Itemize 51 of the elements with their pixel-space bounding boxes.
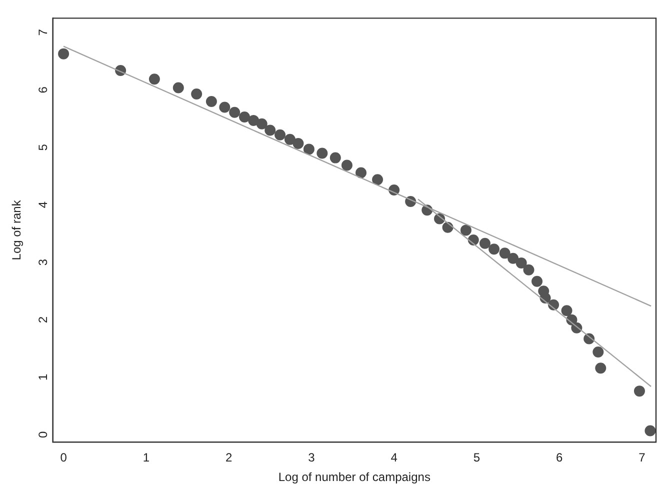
point — [479, 238, 490, 249]
point — [516, 257, 527, 268]
y-tick-label: 7 — [36, 28, 50, 36]
x-tick-label: 2 — [225, 450, 232, 465]
x-tick-label: 3 — [308, 450, 316, 465]
point — [274, 129, 286, 140]
y-tick-label: 6 — [36, 86, 50, 94]
point — [206, 96, 217, 108]
point — [316, 148, 328, 159]
x-tick-label: 7 — [638, 450, 646, 465]
point — [595, 362, 606, 374]
point — [592, 346, 604, 358]
y-tick-label: 3 — [36, 258, 50, 266]
point — [644, 425, 656, 436]
x-tick-label: 5 — [473, 450, 480, 465]
point — [634, 386, 645, 397]
point — [508, 252, 519, 264]
point — [219, 102, 230, 113]
point — [292, 138, 304, 149]
point — [532, 276, 543, 287]
point — [58, 48, 70, 60]
point — [229, 106, 240, 118]
point — [191, 88, 202, 100]
point — [239, 112, 250, 123]
point — [284, 134, 296, 145]
point — [264, 124, 276, 136]
y-tick-label: 2 — [36, 316, 50, 324]
point — [523, 264, 534, 276]
point — [356, 167, 367, 178]
point — [303, 144, 314, 155]
point — [330, 152, 341, 164]
x-tick-label: 0 — [60, 450, 68, 465]
point — [256, 118, 268, 130]
point — [460, 224, 472, 236]
point — [148, 74, 160, 85]
point — [248, 114, 260, 126]
x-axis-title: Log of number of campaigns — [278, 470, 430, 484]
y-tick-label: 5 — [36, 144, 50, 151]
y-tick-label: 1 — [36, 374, 50, 381]
point — [372, 174, 384, 186]
point — [561, 305, 572, 316]
x-tick-label: 1 — [142, 450, 150, 465]
point — [341, 160, 352, 171]
point — [499, 248, 510, 259]
y-axis-title: Log of rank — [10, 199, 24, 260]
point — [488, 244, 500, 255]
x-tick-label: 4 — [390, 450, 398, 465]
x-tick-label: 6 — [556, 450, 563, 465]
y-tick-label: 4 — [36, 201, 50, 208]
point — [172, 82, 184, 94]
y-tick-label: 0 — [36, 430, 50, 438]
